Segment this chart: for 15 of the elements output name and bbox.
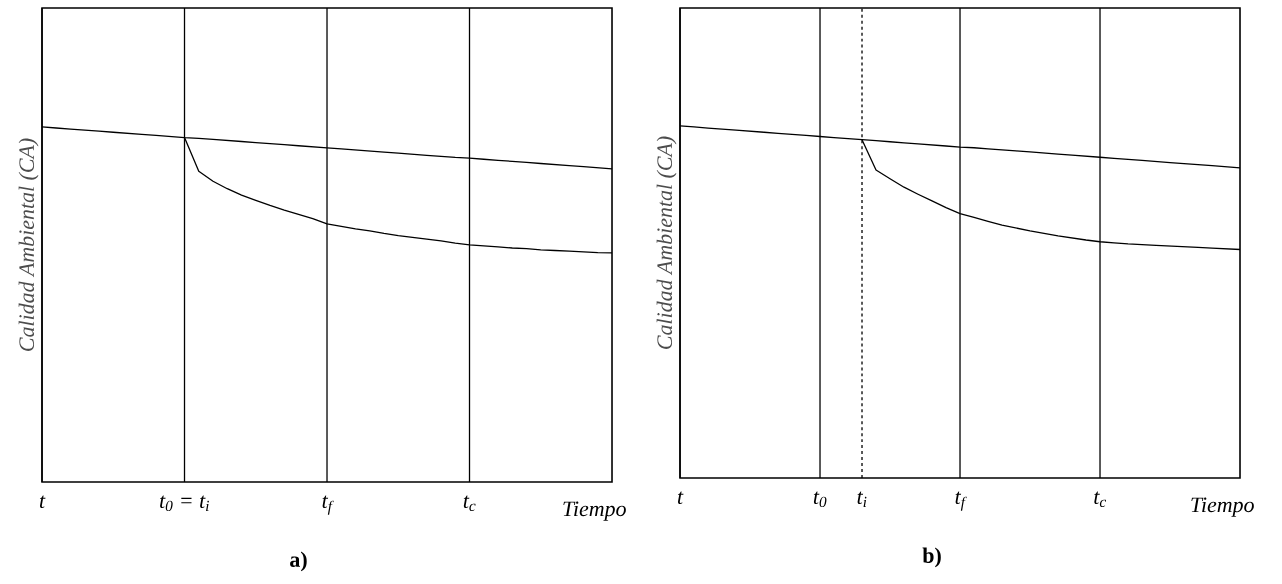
x-axis-title: Tiempo	[1191, 497, 1254, 517]
text: a)	[290, 551, 307, 572]
y-axis-title: Calidad Ambiental (CA)	[656, 136, 677, 349]
x-axis-title: Tiempo	[563, 501, 626, 521]
x-tick-label: t$_{0}$	[813, 491, 827, 508]
x-tick-label: t$_{c}$	[463, 495, 476, 512]
x-tick-label: t$_{0}$ = t$_{i}$	[160, 495, 209, 512]
x-tick-label: t	[677, 491, 684, 505]
text: b)	[922, 547, 941, 568]
x-tick-label: t$_{i}$	[857, 491, 867, 507]
x-tick-label: t	[39, 495, 46, 509]
y-axis-title: Calidad Ambiental (CA)	[18, 138, 39, 351]
x-tick-label: t$_{c}$	[1094, 491, 1107, 508]
x-tick-label: t$_{f}$	[322, 495, 334, 515]
x-tick-label: t$_{f}$	[955, 491, 967, 511]
